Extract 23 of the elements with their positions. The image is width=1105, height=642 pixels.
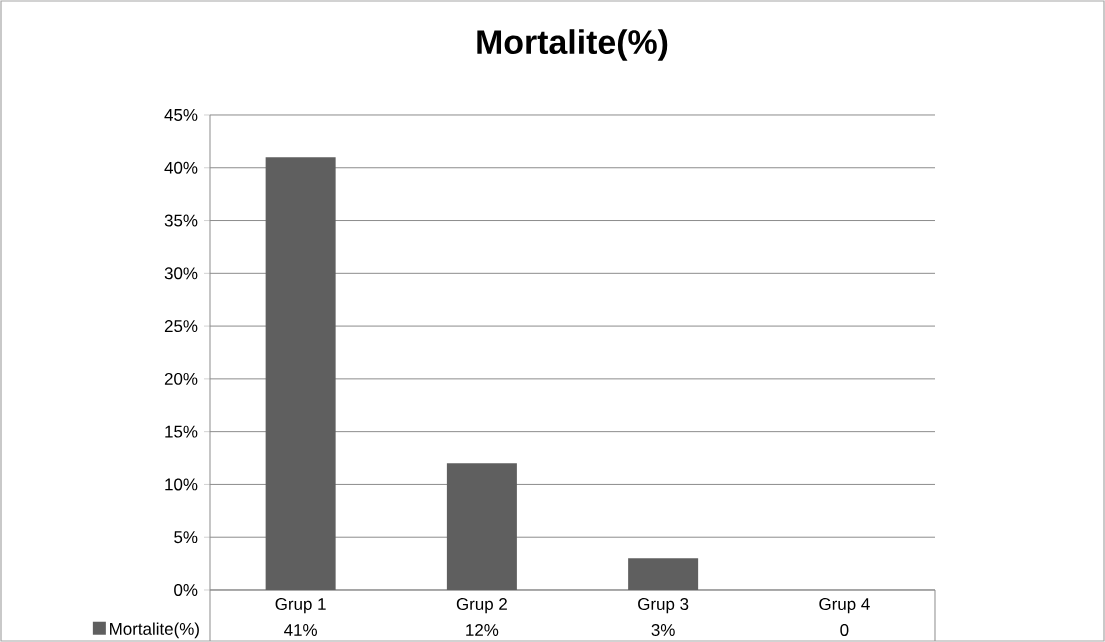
y-tick-label: 40% — [164, 161, 198, 174]
data-label: 41% — [284, 624, 317, 636]
bar — [628, 558, 699, 590]
chart-title: Mortalite(%) — [477, 29, 668, 61]
y-tick-label: 15% — [165, 425, 198, 438]
data-label: 0 — [840, 624, 849, 636]
y-tick-label: 20% — [164, 372, 198, 385]
bar — [265, 157, 336, 590]
y-tick-label: 25% — [164, 320, 198, 333]
y-tick-label: 0% — [174, 584, 198, 596]
legend-label: Mortalite(%) — [110, 622, 199, 639]
y-tick-label: 35% — [164, 214, 198, 227]
y-tick-label: 10% — [165, 478, 198, 491]
data-label: 12% — [466, 624, 499, 636]
y-tick-label: 5% — [174, 531, 198, 544]
x-tick-label: Grup 3 — [638, 598, 689, 614]
x-tick-label: Grup 1 — [275, 598, 326, 614]
data-label: 3% — [651, 624, 675, 636]
bar — [446, 463, 517, 590]
y-tick-label: 45% — [164, 109, 198, 121]
x-tick-label: Grup 4 — [819, 598, 870, 614]
x-tick-label: Grup 2 — [456, 598, 507, 614]
y-tick-label: 30% — [164, 267, 198, 280]
